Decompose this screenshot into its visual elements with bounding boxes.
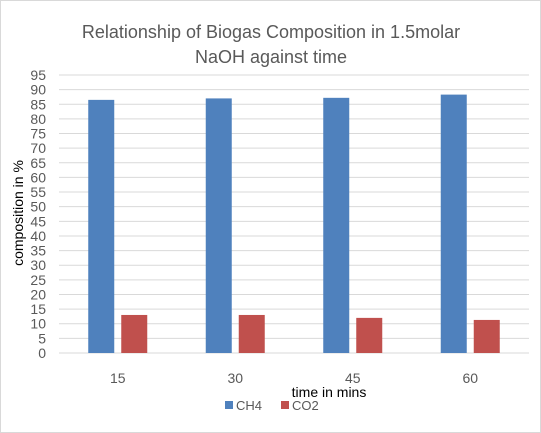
- legend-label-ch4: CH4: [236, 398, 262, 413]
- y-tick-label: 60: [30, 169, 46, 185]
- bar-co2-45: [356, 317, 383, 353]
- bar-ch4-60: [440, 94, 467, 353]
- x-tick-label: 45: [345, 370, 361, 386]
- y-tick-label: 30: [30, 257, 46, 273]
- y-tick-label: 90: [30, 82, 46, 98]
- x-axis-title: time in mins: [292, 384, 367, 400]
- legend-swatch-co2: [281, 401, 289, 409]
- y-tick-label: 35: [30, 243, 46, 259]
- y-tick-label: 65: [30, 155, 46, 171]
- y-tick-label: 50: [30, 199, 46, 215]
- legend: CH4 CO2: [225, 398, 319, 413]
- bar-ch4-30: [205, 98, 232, 354]
- legend-label-co2: CO2: [292, 398, 319, 413]
- y-tick-label: 25: [30, 272, 46, 288]
- y-tick-label: 40: [30, 228, 46, 244]
- y-tick-label: 45: [30, 213, 46, 229]
- bar-co2-15: [121, 314, 148, 353]
- y-tick-label: 75: [30, 126, 46, 142]
- chart-title: Relationship of Biogas Composition in 1.…: [82, 22, 460, 67]
- x-tick-label: 60: [462, 370, 478, 386]
- y-tick-label: 80: [30, 111, 46, 127]
- y-tick-label: 55: [30, 184, 46, 200]
- x-tick-label: 15: [110, 370, 126, 386]
- chart-title-line-1: Relationship of Biogas Composition in 1.…: [82, 22, 460, 42]
- bars: [88, 94, 500, 354]
- y-tick-label: 15: [30, 301, 46, 317]
- y-axis-title: composition in %: [10, 160, 26, 266]
- y-tick-label: 0: [38, 345, 46, 361]
- x-tick-label: 30: [227, 370, 243, 386]
- chart-title-line-2: NaOH against time: [195, 47, 347, 67]
- bar-co2-30: [238, 314, 265, 353]
- y-tick-label: 95: [30, 67, 46, 83]
- x-axis-ticks: 15 30 45 60: [110, 370, 478, 386]
- y-tick-label: 20: [30, 286, 46, 302]
- bar-co2-60: [473, 319, 500, 353]
- y-tick-label: 5: [38, 330, 46, 346]
- bar-ch4-45: [323, 97, 350, 354]
- bar-ch4-15: [88, 99, 115, 353]
- legend-swatch-ch4: [225, 401, 233, 409]
- y-tick-label: 70: [30, 140, 46, 156]
- y-tick-label: 10: [30, 316, 46, 332]
- y-tick-label: 85: [30, 96, 46, 112]
